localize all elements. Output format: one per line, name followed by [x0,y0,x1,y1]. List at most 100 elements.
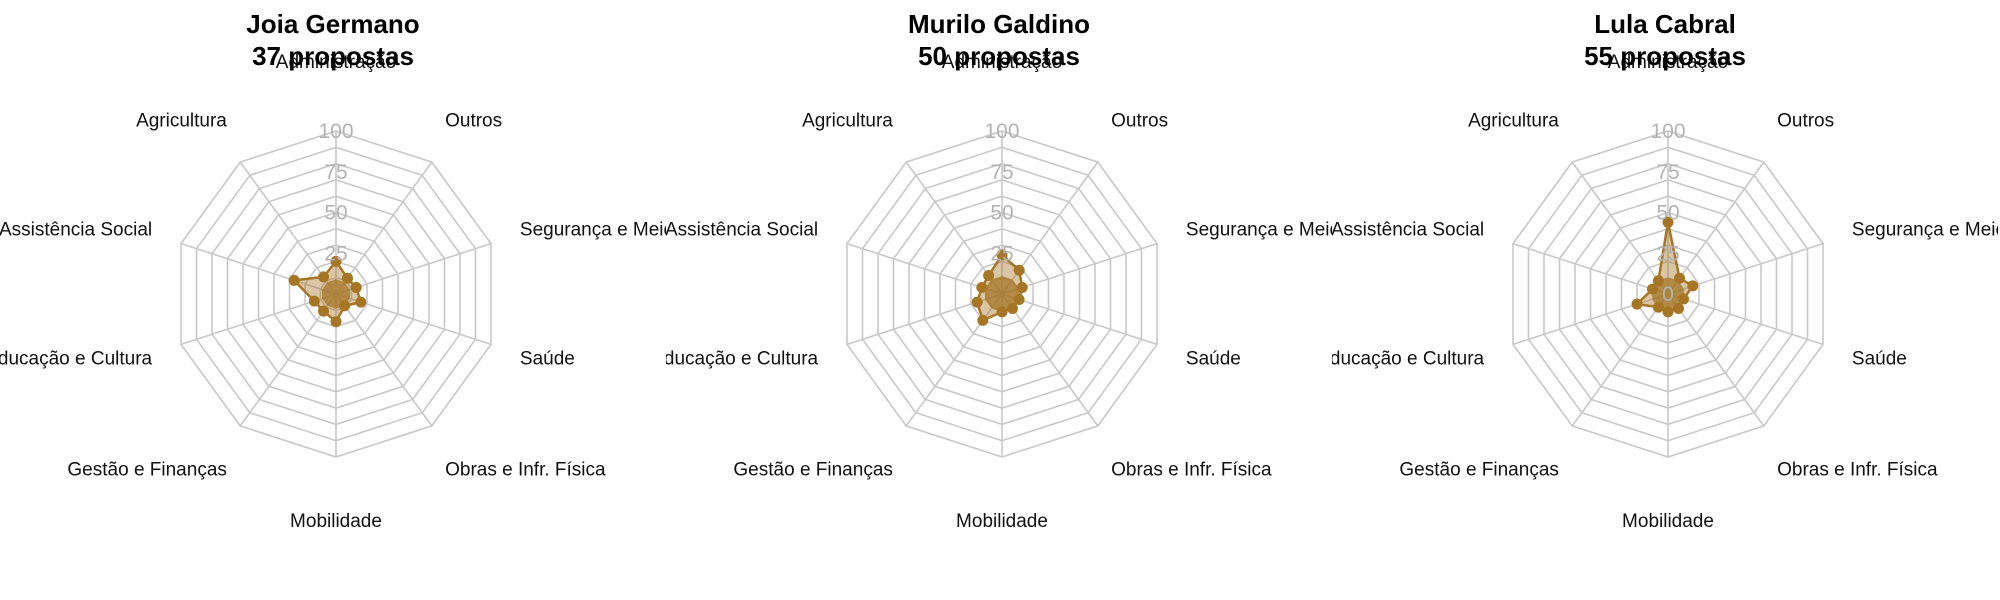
chart-title-2: Murilo Galdino 50 propostas [666,8,1332,72]
data-point [1662,306,1674,318]
axis-label: Segurança e Meio Amb. [1186,219,1332,240]
tick-label: 75 [990,161,1013,184]
data-point [1662,216,1674,228]
data-point [318,305,329,317]
axis-label: Segurança e Meio Amb. [1852,219,1998,240]
tick-label: 75 [324,161,347,184]
data-point [1647,283,1658,295]
axis-label: Outros [445,110,502,131]
axis-label: Educação e Cultura [0,349,153,370]
tick-label: 0 [1662,283,1674,306]
axis-label: Administração [276,52,396,73]
data-point [1652,275,1664,287]
axis-label: Assistência Social [0,219,152,240]
radar-grid [1512,130,1824,458]
data-point [1013,294,1025,305]
grid-spoke [239,161,337,295]
axis-label: Obras e Infr. Física [445,460,606,481]
data-point [977,314,989,326]
tick-label: 50 [324,202,347,225]
data-point [342,272,353,284]
axis-label: Outros [1777,110,1834,131]
axis-label: Obras e Infr. Física [1111,460,1272,481]
chart-subtitle-text-3: 55 propostas [1584,41,1746,71]
axis-label: Educação e Cultura [1332,349,1485,370]
data-point [308,295,320,307]
grid-spoke [1001,293,1099,427]
radar-chart-1: 25 50 75 100 Administração Outros Segurança e … [0,52,666,532]
axis-label: Agricultura [1468,110,1559,131]
axis-label: Segurança e Meio Amb. [520,219,666,240]
axis-label: Obras e Infr. Física [1777,460,1938,481]
axis-label: Administração [942,52,1062,73]
tick-label: 50 [990,202,1013,225]
data-point [1631,298,1643,310]
tick-label: 100 [318,120,353,143]
data-point [330,255,342,267]
tick-label: 100 [1650,120,1685,143]
data-point [339,300,351,312]
radar-panel-1: 25 50 75 100 Administração Outros Segurança e … [0,0,666,600]
grid-spoke [1571,161,1669,295]
axis-label: Mobilidade [290,511,382,532]
data-point [1652,301,1664,313]
data-point [971,296,983,308]
axis-label: Saúde [1186,349,1241,370]
grid-spoke [335,242,492,295]
tick-label: 75 [1656,161,1679,184]
data-point [1673,303,1684,314]
grid-spoke [1001,293,1158,346]
chart-title-1: Joia Germano 37 propostas [0,8,666,72]
data-point [996,306,1008,318]
data-point [1007,303,1018,314]
axis-label: Outros [1111,110,1168,131]
data-point [1678,293,1689,305]
radar-panel-3: 0 25 50 75 100 Administração Outros Segurança e… [1332,0,1998,600]
chart-title-text-1: Joia Germano [246,9,420,39]
grid-spoke [335,293,433,427]
axis-label: Saúde [1852,349,1907,370]
axis-label: Mobilidade [956,511,1048,532]
data-point [355,296,367,308]
axis-label: Mobilidade [1622,511,1714,532]
data-point [350,282,362,293]
grid-spoke [1667,293,1824,346]
data-point [1016,282,1028,293]
radar-panel-2: 25 50 75 100 Administração Outros Segurança e … [666,0,1332,600]
grid-spoke [1667,161,1765,295]
data-point [1674,272,1685,284]
radar-chart-2: 25 50 75 100 Administração Outros Segurança e … [666,52,1332,532]
grid-spoke [1667,293,1765,427]
tick-label: 50 [1656,202,1679,225]
axis-label: Assistência Social [666,219,818,240]
axis-label: Agricultura [136,110,227,131]
grid-spoke [335,161,433,295]
grid-spoke [1512,242,1669,295]
tick-label: 25 [990,242,1013,265]
axis-label: Gestão e Finanças [67,460,226,481]
tick-label: 100 [984,120,1019,143]
axis-label: Gestão e Finanças [733,460,892,481]
grid-spoke [1571,293,1669,427]
tick-label: 25 [1656,242,1679,265]
data-point [330,316,342,328]
axis-label: Administração [1608,52,1728,73]
chart-subtitle-text-2: 50 propostas [918,41,1080,71]
data-point [1687,280,1699,292]
chart-subtitle-text-1: 37 propostas [252,41,414,71]
grid-spoke [1001,242,1158,295]
grid-spoke [180,242,337,295]
data-point [976,282,988,293]
axis-label: Agricultura [802,110,893,131]
tick-label: 25 [324,242,347,265]
data-point [288,274,300,286]
axis-label: Educação e Cultura [666,349,819,370]
data-point [318,271,329,283]
chart-title-text-3: Lula Cabral [1594,9,1736,39]
series-core [984,276,1020,312]
radar-chart-3: 0 25 50 75 100 Administração Outros Segurança e… [1332,52,1998,532]
chart-title-text-2: Murilo Galdino [908,9,1090,39]
axis-label: Assistência Social [1332,219,1484,240]
grid-spoke [846,242,1003,295]
